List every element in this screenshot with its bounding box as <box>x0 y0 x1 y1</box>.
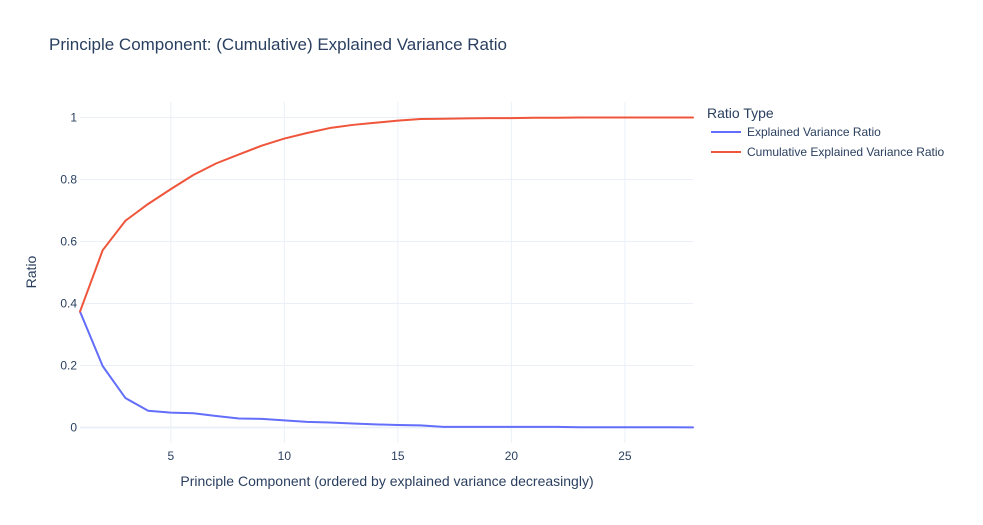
legend-title: Ratio Type <box>707 105 774 121</box>
y-tick-label: 0.6 <box>60 235 77 249</box>
y-tick-label: 1 <box>70 111 77 125</box>
x-tick-label: 25 <box>618 449 632 463</box>
legend-item-cumulative-explained-variance-ratio[interactable]: Cumulative Explained Variance Ratio <box>711 145 945 159</box>
x-tick-label: 15 <box>391 449 405 463</box>
x-tick-label: 5 <box>167 449 174 463</box>
y-axis-title: Ratio <box>23 255 39 288</box>
legend: Ratio Type Explained Variance Ratio Cumu… <box>707 105 945 159</box>
y-tick-label: 0.4 <box>60 297 77 311</box>
legend-label-cumulative-explained-variance-ratio: Cumulative Explained Variance Ratio <box>747 145 945 159</box>
chart-title: Principle Component: (Cumulative) Explai… <box>49 35 507 54</box>
y-tick-label: 0.2 <box>60 359 77 373</box>
x-tick-label: 20 <box>505 449 519 463</box>
grid <box>80 102 693 443</box>
axis-ticks: 5 10 15 20 25 0 0.2 0.4 0.6 0.8 1 <box>60 111 632 464</box>
legend-item-explained-variance-ratio[interactable]: Explained Variance Ratio <box>711 125 881 139</box>
plot-area <box>79 116 694 429</box>
legend-label-explained-variance-ratio: Explained Variance Ratio <box>747 125 881 139</box>
x-axis-title: Principle Component (ordered by explaine… <box>180 473 593 489</box>
x-tick-label: 10 <box>278 449 292 463</box>
series-line-explained-variance-ratio[interactable] <box>79 310 694 429</box>
series-line-cumulative-explained-variance-ratio[interactable] <box>79 116 694 313</box>
y-tick-label: 0 <box>70 421 77 435</box>
y-tick-label: 0.8 <box>60 173 77 187</box>
